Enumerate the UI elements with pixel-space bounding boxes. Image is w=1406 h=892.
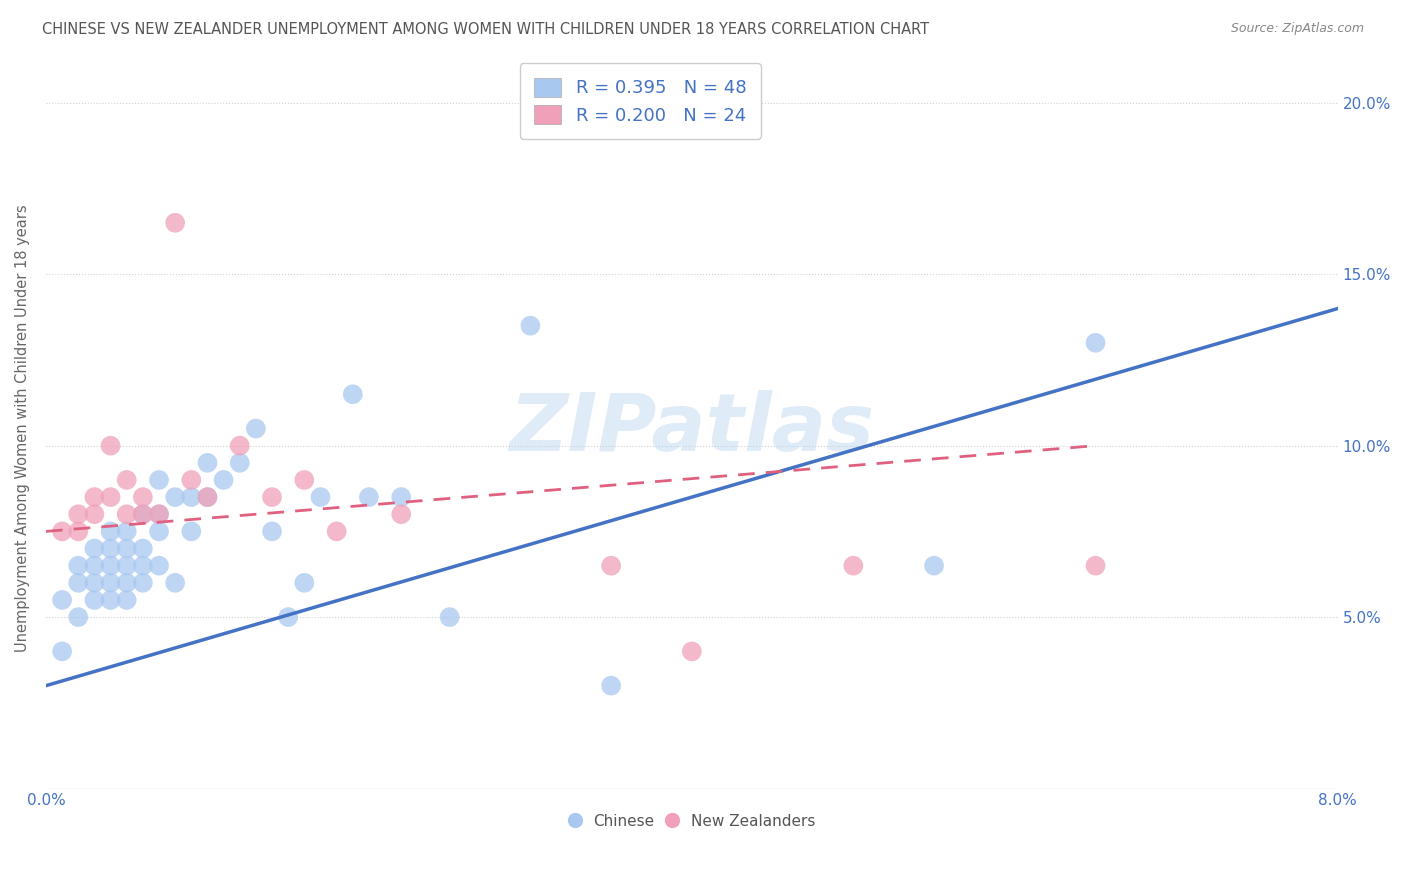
Point [1084, 335, 1107, 350]
Point [229, 439, 252, 453]
Point [115, 593, 138, 607]
Point [600, 679, 623, 693]
Point [519, 318, 541, 333]
Point [132, 541, 155, 556]
Point [83, 541, 105, 556]
Point [277, 610, 299, 624]
Point [51, 524, 73, 539]
Point [681, 644, 703, 658]
Point [197, 490, 219, 504]
Point [245, 421, 267, 435]
Point [132, 558, 155, 573]
Point [180, 473, 202, 487]
Text: ZIPatlas: ZIPatlas [509, 390, 875, 467]
Point [100, 439, 122, 453]
Point [212, 473, 235, 487]
Point [180, 524, 202, 539]
Point [197, 456, 219, 470]
Point [132, 490, 155, 504]
Text: Source: ZipAtlas.com: Source: ZipAtlas.com [1230, 22, 1364, 36]
Point [325, 524, 347, 539]
Point [197, 490, 219, 504]
Point [842, 558, 865, 573]
Point [132, 507, 155, 521]
Point [100, 593, 122, 607]
Point [83, 558, 105, 573]
Point [100, 575, 122, 590]
Point [115, 473, 138, 487]
Point [67, 558, 90, 573]
Point [180, 490, 202, 504]
Point [309, 490, 332, 504]
Point [67, 524, 90, 539]
Point [148, 507, 170, 521]
Point [83, 593, 105, 607]
Point [83, 575, 105, 590]
Text: CHINESE VS NEW ZEALANDER UNEMPLOYMENT AMONG WOMEN WITH CHILDREN UNDER 18 YEARS C: CHINESE VS NEW ZEALANDER UNEMPLOYMENT AM… [42, 22, 929, 37]
Point [260, 490, 283, 504]
Point [115, 507, 138, 521]
Point [357, 490, 380, 504]
Point [229, 456, 252, 470]
Point [100, 541, 122, 556]
Point [83, 490, 105, 504]
Point [292, 575, 315, 590]
Point [292, 473, 315, 487]
Point [100, 558, 122, 573]
Point [389, 490, 412, 504]
Point [115, 524, 138, 539]
Point [439, 610, 461, 624]
Point [260, 524, 283, 539]
Point [165, 575, 187, 590]
Point [1084, 558, 1107, 573]
Point [148, 507, 170, 521]
Point [51, 644, 73, 658]
Point [600, 558, 623, 573]
Point [922, 558, 945, 573]
Point [100, 490, 122, 504]
Point [132, 575, 155, 590]
Point [342, 387, 364, 401]
Point [148, 524, 170, 539]
Point [132, 507, 155, 521]
Point [389, 507, 412, 521]
Point [83, 507, 105, 521]
Point [51, 593, 73, 607]
Y-axis label: Unemployment Among Women with Children Under 18 years: Unemployment Among Women with Children U… [15, 204, 30, 652]
Point [67, 610, 90, 624]
Point [165, 216, 187, 230]
Point [115, 541, 138, 556]
Point [115, 558, 138, 573]
Point [67, 575, 90, 590]
Legend: Chinese, New Zealanders: Chinese, New Zealanders [562, 807, 821, 835]
Point [148, 558, 170, 573]
Point [100, 524, 122, 539]
Point [165, 490, 187, 504]
Point [148, 473, 170, 487]
Point [67, 507, 90, 521]
Point [115, 575, 138, 590]
